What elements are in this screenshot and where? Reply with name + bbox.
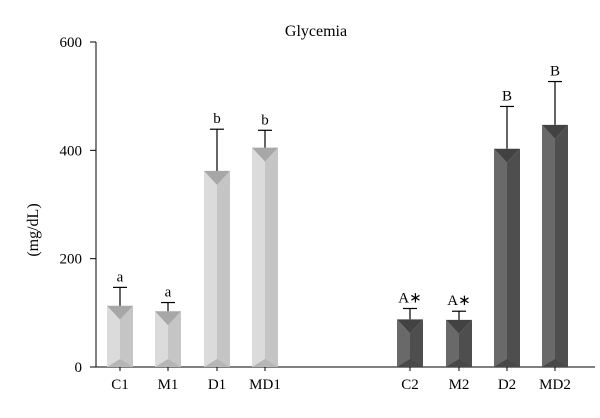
bar-m1 — [155, 311, 181, 367]
x-tick-label-c2: C2 — [401, 377, 419, 393]
error-bars — [113, 80, 562, 320]
sig-label-m2: A∗ — [447, 293, 470, 309]
x-tick-label-m2: M2 — [449, 377, 470, 393]
x-tick-label-m1: M1 — [158, 377, 179, 393]
bar-md1 — [252, 147, 278, 367]
x-tick-label-c1: C1 — [111, 377, 129, 393]
error-bar-c1 — [113, 286, 127, 306]
y-tick-label: 0 — [75, 360, 83, 376]
error-bar-md2 — [548, 80, 562, 125]
significance-labels: a a b b A∗ A∗ B B — [117, 64, 560, 310]
error-bar-d1 — [210, 128, 224, 171]
error-bar-c2 — [403, 307, 417, 320]
error-bar-m1 — [161, 301, 175, 312]
x-tick-label-md2: MD2 — [539, 377, 571, 393]
y-ticks: 0 200 400 600 — [60, 35, 96, 376]
bar-d1 — [204, 170, 230, 367]
sig-label-md1: b — [261, 112, 269, 128]
error-bar-d2 — [500, 105, 514, 149]
sig-label-c2: A∗ — [398, 291, 421, 307]
bar-d2 — [494, 148, 520, 367]
bar-c2 — [397, 319, 423, 367]
chart-title: Glycemia — [285, 23, 347, 40]
x-tick-label-md1: MD1 — [249, 377, 281, 393]
y-axis-label: (mg/dL) — [25, 203, 42, 256]
y-tick-label: 400 — [60, 143, 83, 159]
bar-c1 — [107, 305, 133, 367]
sig-label-c1: a — [117, 269, 124, 285]
sig-label-md2: B — [550, 64, 560, 80]
sig-label-d2: B — [502, 88, 512, 104]
y-tick-label: 200 — [60, 252, 83, 268]
error-bar-m2 — [452, 310, 466, 320]
y-tick-label: 600 — [60, 35, 83, 51]
bars — [107, 124, 568, 367]
bar-m2 — [446, 319, 472, 367]
sig-label-d1: b — [213, 111, 221, 127]
x-tick-label-d2: D2 — [498, 377, 516, 393]
error-bar-md1 — [258, 129, 272, 148]
x-tick-label-d1: D1 — [208, 377, 226, 393]
bar-md2 — [542, 124, 568, 367]
sig-label-m1: a — [165, 285, 172, 301]
category-labels: C1 M1 D1 MD1 C2 M2 D2 MD2 — [111, 367, 571, 393]
